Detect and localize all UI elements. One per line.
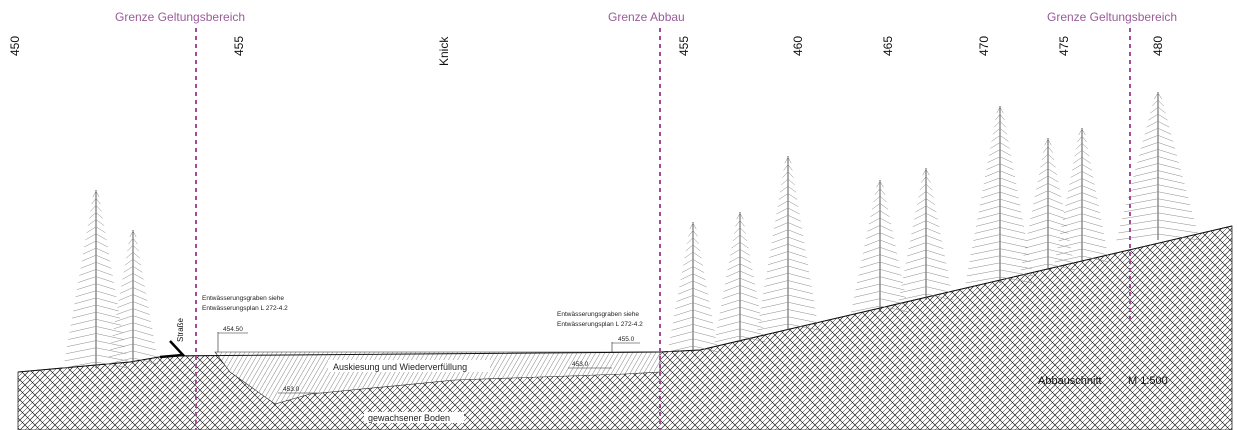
elevation-value: 454.50 (223, 326, 243, 333)
station-label: 455 (232, 36, 246, 56)
boundary-label-middle: Grenze Abbau (608, 10, 685, 24)
station-label: 470 (977, 36, 991, 56)
station-label: 475 (1057, 36, 1071, 56)
elevation-marker-right: 455.0 (611, 336, 640, 352)
tree-icon (63, 190, 129, 369)
elevation-marker-left: 454.50 (217, 326, 248, 352)
drainage-note-left-line2: Entwässerungsplan L 272-4.2 (202, 305, 288, 312)
station-label: 465 (881, 36, 895, 56)
elevation-value: 453.0 (572, 361, 589, 368)
drainage-note-right-line1: Entwässerungsgraben siehe (557, 311, 639, 318)
elevation-marker-fill-left: 453.0 (278, 386, 318, 394)
tree-icon (1054, 128, 1110, 263)
tree-icon (667, 222, 719, 353)
tree-icon (850, 180, 910, 313)
boundary-label-right: Grenze Geltungsbereich (1047, 10, 1177, 24)
station-label: 455 (677, 36, 691, 56)
soil-label: gewachsener Boden (368, 413, 450, 423)
road-symbol (159, 340, 186, 359)
fill-label: Auskiesung und Wiederverfüllung (333, 362, 467, 372)
drawing-scale: M 1:500 (1128, 375, 1168, 387)
station-label: 450 (8, 36, 22, 56)
elevation-marker-fill-right: 453.0 (568, 361, 612, 369)
trees (63, 92, 1200, 369)
elevation-value: 455.0 (618, 336, 635, 343)
tree-icon (965, 106, 1035, 284)
tree-icon (1116, 92, 1200, 241)
tree-icon (107, 230, 159, 365)
boundary-label-left: Grenze Geltungsbereich (115, 10, 245, 24)
tree-icon (757, 156, 819, 331)
drainage-note-left-line1: Entwässerungsgraben siehe (202, 295, 284, 302)
station-label: 460 (791, 36, 805, 56)
drainage-note-right-line2: Entwässerungsplan L 272-4.2 (557, 321, 643, 328)
station-label: Knick (437, 36, 451, 66)
soil-body (17, 225, 1233, 430)
tree-icon (714, 212, 766, 343)
elevation-value: 453.0 (283, 386, 300, 393)
tree-icon (898, 168, 954, 301)
ground-line (17, 225, 1233, 373)
road-label: Straße (176, 317, 185, 342)
drawing-title: Abbauschnitt (1038, 375, 1102, 387)
tree-icon (1020, 138, 1076, 271)
station-label: 480 (1151, 36, 1165, 56)
